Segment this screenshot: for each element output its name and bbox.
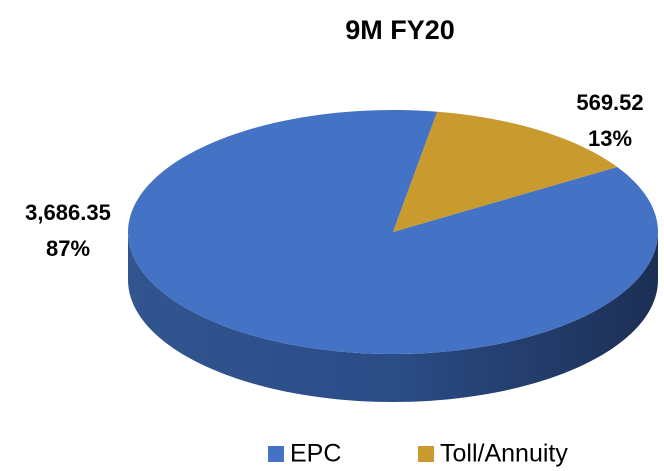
- percent-label: 13%: [588, 126, 632, 151]
- pie-slice: [393, 111, 618, 232]
- legend-label: EPC: [290, 440, 341, 468]
- percent-label: 87%: [46, 236, 90, 261]
- pie-slice: [128, 110, 658, 354]
- legend-label: Toll/Annuity: [440, 440, 568, 468]
- pie-side: [128, 232, 658, 402]
- chart-title: 9M FY20: [345, 15, 455, 45]
- legend-swatch: [268, 446, 284, 462]
- legend-swatch: [418, 446, 434, 462]
- data-label: 3,686.35: [25, 200, 111, 225]
- data-label: 569.52: [576, 90, 643, 115]
